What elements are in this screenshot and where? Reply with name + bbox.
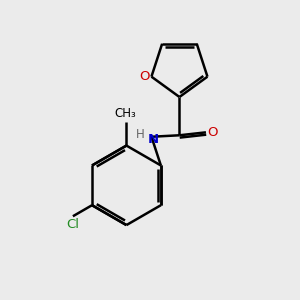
Text: Cl: Cl [66,218,80,231]
Text: CH₃: CH₃ [114,107,136,120]
Text: O: O [207,126,218,139]
Text: O: O [140,70,150,83]
Text: N: N [147,133,158,146]
Text: H: H [136,128,145,141]
